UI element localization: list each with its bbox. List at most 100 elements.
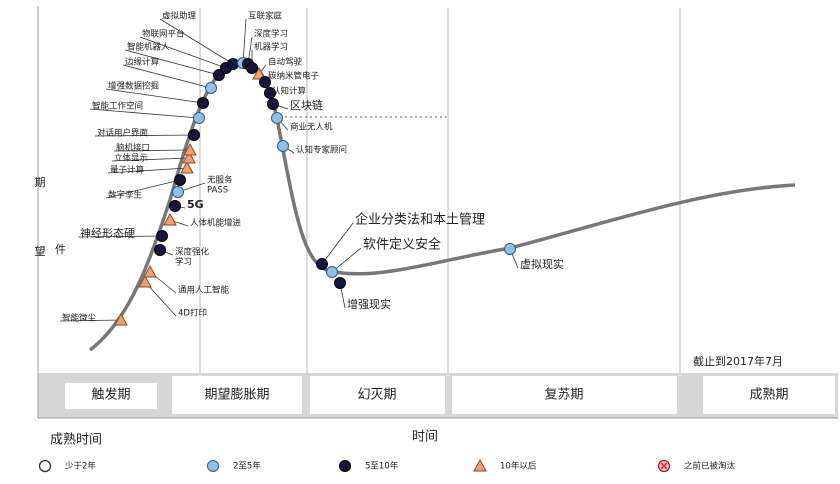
leader-line (124, 49, 220, 76)
marker-open (38, 459, 52, 473)
marker-dark (197, 97, 209, 109)
phase-label: 复苏期 (544, 387, 583, 403)
marker-light (277, 140, 289, 152)
tech-label: 人体机能增进 (190, 218, 242, 229)
x-axis-label: 时间 (412, 430, 438, 445)
phase-box (452, 376, 677, 414)
marker-triangle (114, 312, 128, 326)
phase-label: 幻灭期 (357, 388, 396, 403)
tech-label: 对话用户界面 (97, 128, 149, 139)
phase-label: 成熟期 (749, 387, 788, 403)
marker-dark (259, 76, 271, 88)
marker-dark (188, 129, 200, 141)
marker-dark (213, 69, 225, 81)
phase-label: 期望膨胀期 (204, 387, 269, 403)
marker-triangle (143, 264, 157, 278)
phase-box (703, 376, 835, 414)
leader-line (144, 281, 177, 317)
tech-label: 深度学习 (254, 29, 288, 40)
marker-dark (227, 58, 239, 70)
leader-line (122, 64, 212, 89)
marker-light (207, 460, 219, 472)
y-axis-label: 望 (35, 245, 46, 258)
marker-dark (264, 87, 276, 99)
marker-dark (154, 244, 166, 256)
leader-line (159, 18, 234, 65)
legend-label: 5至10年 (365, 461, 399, 472)
phase-box (65, 383, 157, 409)
legend-label: 少于2年 (65, 461, 96, 472)
hype-curve (88, 60, 796, 352)
leader-line (331, 247, 362, 273)
marker-dark (339, 460, 351, 472)
marker-triangle (180, 160, 194, 174)
marker-dark (169, 200, 181, 212)
tech-label: 虚拟现实 (520, 257, 564, 271)
leader-line (139, 36, 227, 69)
tech-label: 智能机器人 (127, 42, 170, 53)
tech-label: 深度强化 (175, 247, 210, 258)
tech-label: 脑机接口 (116, 143, 150, 154)
phase-label: 触发期 (91, 387, 130, 403)
leader-line (94, 134, 195, 137)
marker-light (193, 112, 205, 124)
leader-line (77, 235, 163, 238)
leader-line (89, 108, 200, 119)
leader-line (242, 18, 247, 64)
tech-label: 自动驾驶 (268, 57, 303, 68)
tech-label: 认知计算 (272, 86, 307, 97)
tech-label: 商业无人机 (290, 122, 333, 133)
tech-label: 量子计算 (110, 165, 145, 176)
marker-dark (334, 277, 346, 289)
tech-label: 智能工作空间 (92, 101, 143, 112)
marker-triangle (252, 66, 266, 80)
marker-light (504, 243, 516, 255)
marker-dark (156, 230, 168, 242)
marker-light (271, 112, 283, 124)
tech-label: 件 (55, 243, 66, 256)
leader-line (113, 149, 191, 152)
leader-line (105, 179, 181, 199)
tech-label: 智能微尘 (62, 313, 97, 324)
marker-obsolete (657, 459, 671, 473)
marker-triangle (138, 274, 152, 288)
marker-dark (246, 62, 258, 74)
marker-cross (660, 462, 668, 470)
tech-label: 学习 (175, 257, 192, 268)
marker-triangle (473, 458, 487, 472)
marker-triangle (182, 150, 196, 164)
leader-line (321, 222, 354, 265)
tech-label: 物联网平台 (142, 29, 185, 40)
tech-label: 数字孪生 (108, 190, 143, 201)
tech-label: 立体显示 (114, 153, 148, 164)
marker-dark (174, 174, 186, 186)
legend-label: 2至5年 (233, 461, 261, 472)
tech-label: 碳纳米管电子 (268, 71, 320, 82)
phase-box (310, 376, 445, 414)
marker-triangle (163, 212, 177, 226)
marker-light (172, 186, 184, 198)
marker-light (326, 266, 338, 278)
tech-label: 机器学习 (254, 42, 288, 53)
legend-label: 10年以后 (500, 461, 537, 472)
tech-label: 边缘计算 (125, 57, 160, 68)
as-of-date: 截止到2017年7月 (693, 354, 783, 368)
tech-label: 无服务 (207, 175, 233, 186)
tech-label: 增强数据挖掘 (108, 81, 159, 92)
tech-label: 虚拟助理 (162, 11, 197, 22)
marker-dark (316, 258, 328, 270)
tech-label: PASS (207, 186, 228, 196)
legend-title: 成熟时间 (50, 432, 102, 448)
tech-label: 区块链 (290, 98, 323, 112)
leader-line (111, 157, 190, 162)
marker-dark (267, 98, 279, 110)
tech-label: 5G (187, 198, 204, 211)
tech-label: 软件定义安全 (363, 237, 441, 253)
tech-label: 增强现实 (347, 297, 391, 311)
leader-line (59, 319, 122, 322)
marker-light (205, 82, 217, 94)
legend-label: 之前已被淘汰 (684, 461, 736, 472)
y-axis-label: 期 (35, 176, 46, 189)
leader-line (107, 167, 188, 174)
